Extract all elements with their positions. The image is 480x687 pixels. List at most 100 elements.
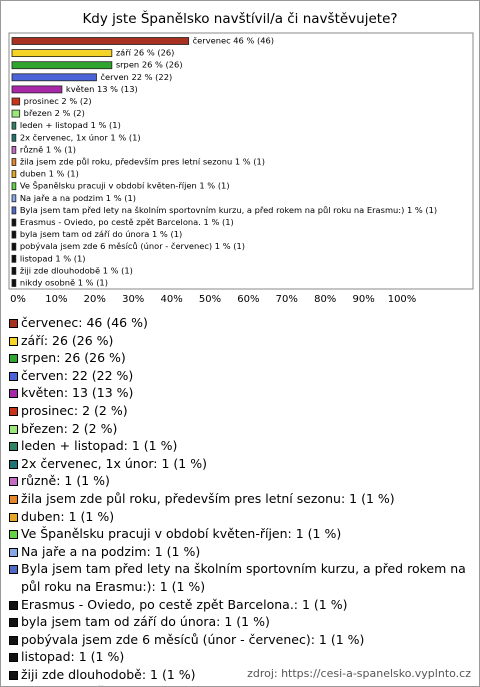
legend-entry: duben: 1 (1 %) bbox=[9, 508, 471, 526]
legend-entry: leden + listopad: 1 (1 %) bbox=[9, 437, 471, 455]
legend-entry: Byla jsem tam před lety na školním sport… bbox=[9, 560, 471, 595]
legend-entry: nikdy osobně: 1 (1 %) bbox=[9, 683, 471, 686]
legend-entry: Erasmus - Oviedo, po cestě zpět Barcelon… bbox=[9, 596, 471, 614]
legend-swatch bbox=[9, 354, 18, 364]
legend-label: březen: 2 (2 %) bbox=[21, 420, 118, 436]
legend-label: žiji zde dlouhodobě: 1 (1 %) bbox=[21, 666, 196, 682]
legend-entry: září: 26 (26 %) bbox=[9, 332, 471, 350]
legend-label: prosinec: 2 (2 %) bbox=[21, 402, 128, 418]
value-label: nikdy osobně 1 % (1) bbox=[20, 278, 108, 288]
legend-label: Na jaře a na podzim: 1 (1 %) bbox=[21, 543, 201, 559]
legend-entry: listopad: 1 (1 %) bbox=[9, 648, 471, 666]
bar bbox=[11, 218, 17, 227]
plot-frame bbox=[8, 32, 474, 290]
legend-swatch bbox=[9, 565, 18, 575]
value-label: žiji zde dlouhodobě 1 % (1) bbox=[20, 265, 133, 275]
legend-entry: žiji zde dlouhodobě: 1 (1 %) bbox=[9, 666, 471, 684]
legend-label: Byla jsem tam před lety na školním sport… bbox=[21, 561, 466, 594]
legend-entry: červen: 22 (22 %) bbox=[9, 367, 471, 385]
bar bbox=[11, 194, 17, 203]
value-label: září 26 % (26) bbox=[116, 48, 175, 58]
legend-label: nikdy osobně: 1 (1 %) bbox=[21, 684, 158, 686]
bar bbox=[11, 49, 113, 57]
bar bbox=[11, 254, 17, 263]
bar bbox=[11, 182, 17, 191]
legend-label: listopad: 1 (1 %) bbox=[21, 649, 125, 665]
legend-label: srpen: 26 (26 %) bbox=[21, 350, 126, 366]
x-tick-label: 60% bbox=[237, 294, 259, 305]
bar bbox=[11, 109, 21, 118]
legend-entry: srpen: 26 (26 %) bbox=[9, 349, 471, 367]
legend-label: květen: 13 (13 %) bbox=[21, 385, 134, 401]
legend-label: Ve Španělsku pracuji v období květen-říj… bbox=[21, 526, 342, 542]
legend-label: září: 26 (26 %) bbox=[21, 332, 114, 348]
legend-entry: červenec: 46 (46 %) bbox=[9, 314, 471, 332]
value-label: 2x červenec, 1x únor 1 % (1) bbox=[20, 132, 141, 142]
legend-swatch bbox=[9, 600, 18, 610]
legend-swatch bbox=[9, 635, 18, 645]
legend-label: červenec: 46 (46 %) bbox=[21, 315, 148, 330]
chart: Kdy jste Španělsko navštívil/a či navště… bbox=[8, 9, 474, 305]
legend-swatch bbox=[9, 477, 18, 487]
bar bbox=[11, 85, 63, 94]
value-label: listopad 1 % (1) bbox=[20, 253, 86, 263]
legend-swatch bbox=[9, 389, 18, 399]
bar bbox=[11, 73, 97, 82]
x-tick-label: 90% bbox=[352, 294, 374, 305]
value-label: Byla jsem tam před lety na školním sport… bbox=[20, 205, 437, 215]
bar bbox=[11, 170, 17, 179]
value-label: Ve Španělsku pracuji v období květen-říj… bbox=[20, 180, 230, 191]
legend-swatch bbox=[9, 494, 18, 504]
bar bbox=[11, 206, 17, 215]
value-label: žila jsem zde půl roku, především pres l… bbox=[20, 157, 265, 167]
value-label: Na jaře a na podzim 1 % (1) bbox=[20, 193, 136, 203]
legend-label: byla jsem tam od září do února: 1 (1 %) bbox=[21, 614, 270, 630]
legend-label: duben: 1 (1 %) bbox=[21, 508, 115, 524]
legend-entry: květen: 13 (13 %) bbox=[9, 384, 471, 402]
legend-entry: byla jsem tam od září do února: 1 (1 %) bbox=[9, 613, 471, 631]
bar bbox=[11, 133, 17, 142]
legend-label: různě: 1 (1 %) bbox=[21, 473, 110, 489]
bar bbox=[11, 61, 113, 70]
legend-label: Erasmus - Oviedo, po cestě zpět Barcelon… bbox=[21, 596, 348, 612]
x-tick-label: 80% bbox=[314, 294, 336, 305]
value-label: červen 22 % (22) bbox=[100, 72, 172, 82]
legend-swatch bbox=[9, 530, 18, 540]
legend: červenec: 46 (46 %) září: 26 (26 %) srpen:… bbox=[9, 314, 471, 686]
legend-swatch bbox=[9, 547, 18, 557]
legend-label: červen: 22 (22 %) bbox=[21, 367, 134, 383]
legend-entry: pobývala jsem zde 6 měsíců (únor - červe… bbox=[9, 631, 471, 649]
legend-entry: Ve Španělsku pracuji v období květen-říj… bbox=[9, 525, 471, 543]
value-label: byla jsem tam od září do února 1 % (1) bbox=[20, 229, 182, 239]
bar bbox=[11, 230, 17, 239]
bar bbox=[11, 37, 190, 45]
value-label: březen 2 % (2) bbox=[24, 108, 85, 118]
source: zdroj: https://cesi-a-spanelsko.vyplnto.… bbox=[247, 667, 471, 680]
legend-label: leden + listopad: 1 (1 %) bbox=[21, 438, 178, 454]
value-label: květen 13 % (13) bbox=[66, 84, 138, 94]
value-label: červenec 46 % (46) bbox=[193, 36, 274, 46]
legend-swatch bbox=[9, 459, 18, 469]
x-tick-label: 10% bbox=[45, 294, 67, 305]
legend-swatch bbox=[9, 653, 18, 663]
legend-swatch bbox=[9, 406, 18, 416]
chart-title: Kdy jste Španělsko navštívil/a či navště… bbox=[82, 9, 397, 27]
value-label: leden + listopad 1 % (1) bbox=[20, 120, 121, 130]
bar bbox=[11, 121, 17, 130]
value-label: pobývala jsem zde 6 měsíců (únor - červe… bbox=[20, 241, 245, 251]
legend-swatch bbox=[9, 670, 18, 680]
legend-entry: žila jsem zde půl roku, především pres l… bbox=[9, 490, 471, 508]
legend-swatch bbox=[9, 442, 18, 452]
legend-entry: 2x červenec, 1x únor: 1 (1 %) bbox=[9, 455, 471, 473]
bar bbox=[11, 279, 17, 287]
bar bbox=[11, 242, 17, 251]
legend-entry: prosinec: 2 (2 %) bbox=[9, 402, 471, 420]
bar bbox=[11, 158, 17, 166]
legend-swatch bbox=[9, 336, 18, 346]
x-tick-label: 30% bbox=[122, 294, 144, 305]
value-label: duben 1 % (1) bbox=[20, 169, 79, 179]
x-tick-label: 0% bbox=[10, 294, 26, 305]
bar bbox=[11, 266, 17, 275]
legend-swatch bbox=[9, 424, 18, 434]
